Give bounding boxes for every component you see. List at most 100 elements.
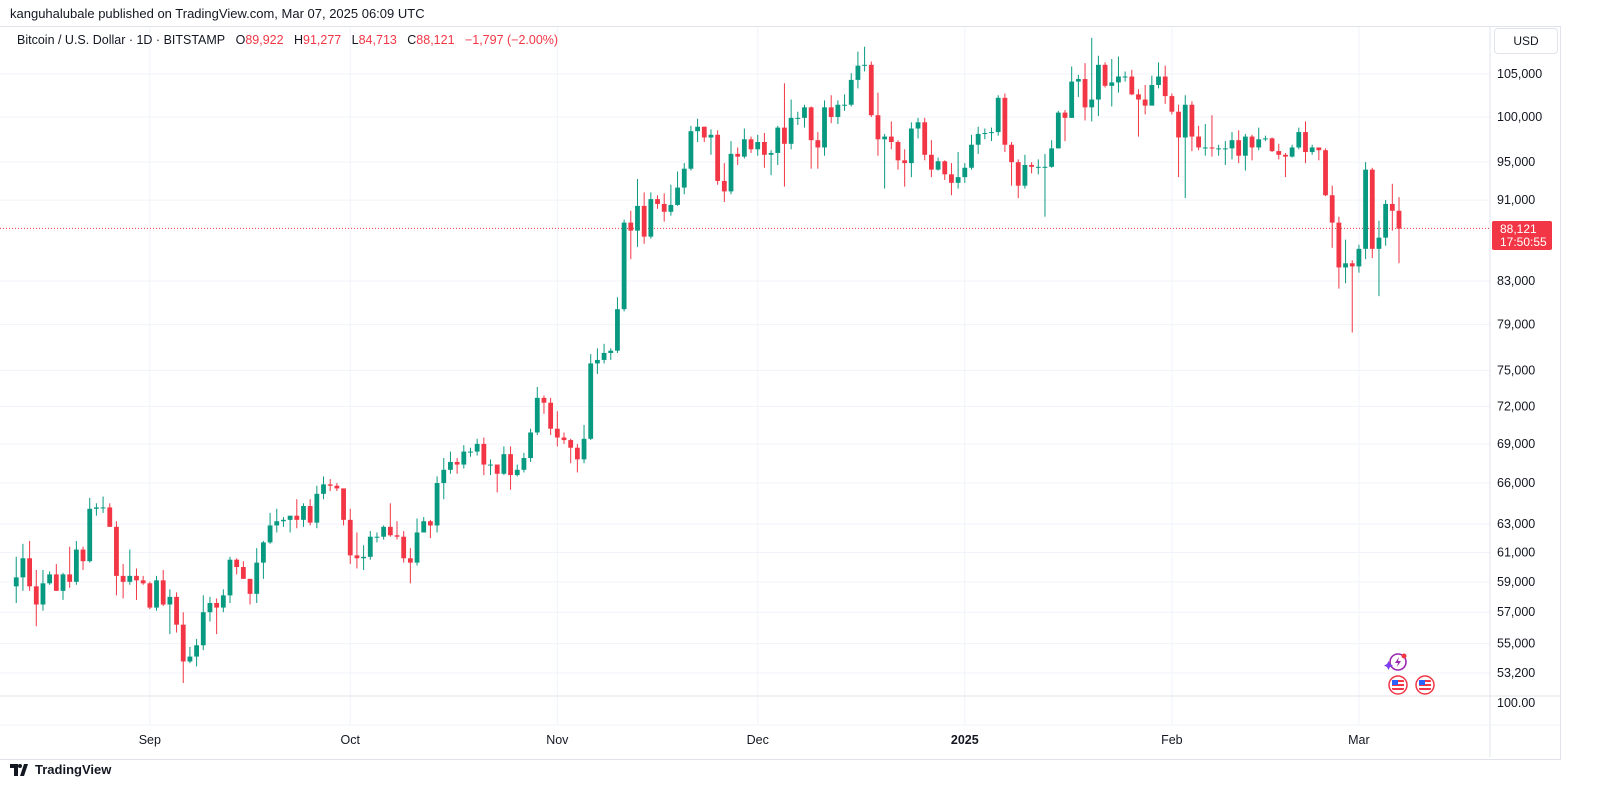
candle-body <box>835 104 841 117</box>
candle <box>1002 93 1008 153</box>
candle-body <box>461 451 467 465</box>
candle <box>621 219 627 312</box>
candle <box>595 348 600 374</box>
x-tick-label: Nov <box>546 733 569 747</box>
candle-body <box>848 79 854 105</box>
candle <box>895 140 901 170</box>
candle-body <box>27 558 32 587</box>
candle-body <box>541 397 547 403</box>
candle <box>1256 127 1262 151</box>
candle-body <box>728 153 734 192</box>
candle <box>47 571 53 585</box>
currency-button[interactable]: USD <box>1494 28 1558 54</box>
candle <box>267 512 273 544</box>
candle <box>1116 56 1121 93</box>
candle-body <box>94 507 99 509</box>
ideas-icon[interactable] <box>1384 653 1407 671</box>
candle <box>254 548 260 603</box>
y-tick-label: 79,000 <box>1497 318 1535 332</box>
candle-body <box>975 133 981 145</box>
candle-body <box>1316 147 1322 151</box>
candle <box>341 488 346 526</box>
candle-body <box>868 64 874 116</box>
candle-body <box>701 126 707 138</box>
candle <box>882 133 888 189</box>
price-axis: 105,000 100,000 95,000 91,000 83,000 79,000 75… <box>1497 67 1542 680</box>
ohlc-legend: Bitcoin / U.S. Dollar · 1D · BITSTAMP O8… <box>17 33 559 47</box>
tradingview-logo[interactable]: TradingView <box>10 762 111 777</box>
us-economic-event-icon[interactable] <box>1388 675 1408 695</box>
candle-body <box>1216 148 1222 150</box>
candle-body <box>327 484 333 486</box>
candle <box>1343 239 1348 284</box>
y-tick-label: 95,000 <box>1497 155 1535 169</box>
candle-body <box>200 612 206 646</box>
candle <box>501 446 507 476</box>
candle-body <box>1396 210 1402 229</box>
candle <box>1383 200 1389 246</box>
candle <box>327 479 333 492</box>
us-economic-event-icon[interactable] <box>1415 675 1435 695</box>
candles <box>13 37 1402 683</box>
candle-body <box>788 117 794 144</box>
candle-body <box>187 656 193 662</box>
candle-body <box>267 525 273 543</box>
candle <box>828 95 834 124</box>
candle-body <box>1363 169 1368 249</box>
candle-body <box>1229 140 1235 149</box>
candle <box>294 499 300 529</box>
candle <box>127 549 133 585</box>
secondary-pane-label: 100.00 <box>1497 696 1535 710</box>
candle <box>100 496 106 513</box>
candle <box>1356 244 1362 273</box>
candle <box>140 575 146 585</box>
candle <box>468 447 473 457</box>
candle-body <box>494 464 500 474</box>
candle <box>1323 148 1328 197</box>
change-value: −1,797 (−2.00%) <box>464 33 559 47</box>
candle-body <box>528 432 533 459</box>
candle <box>835 100 841 125</box>
candle-body <box>822 107 827 148</box>
candle-body <box>140 580 146 584</box>
candle-body <box>1189 104 1195 137</box>
candle-body <box>481 443 487 465</box>
candle <box>40 569 46 611</box>
candle-body <box>888 136 894 143</box>
candle <box>367 531 373 560</box>
candle-body <box>1055 112 1061 149</box>
candle-body <box>608 350 614 353</box>
candle-body <box>1142 99 1148 106</box>
published-info: kanguhalubale published on TradingView.c… <box>10 6 425 21</box>
candle-body <box>1376 237 1382 249</box>
candle-body <box>334 485 340 489</box>
candle-body <box>374 536 380 538</box>
candle-body <box>1002 97 1008 145</box>
candle <box>875 92 881 156</box>
candle-body <box>675 187 680 205</box>
candle <box>721 163 727 203</box>
candle-body <box>1082 79 1088 108</box>
candle <box>695 118 700 143</box>
symbol-title[interactable]: Bitcoin / U.S. Dollar · 1D · BITSTAMP <box>17 33 226 47</box>
candle <box>1289 144 1295 158</box>
candle <box>174 592 179 633</box>
candle-body <box>107 507 113 527</box>
candle-body <box>962 167 968 178</box>
candle <box>1109 59 1115 107</box>
candle <box>187 646 193 664</box>
candle <box>541 395 547 414</box>
candle <box>1229 132 1235 160</box>
candle <box>681 163 687 195</box>
candle-body <box>1035 166 1041 168</box>
candle-body <box>20 558 26 578</box>
candle <box>207 596 213 622</box>
candle <box>53 564 59 591</box>
candle-body <box>100 507 106 509</box>
candle-body <box>668 204 674 212</box>
candle <box>1022 154 1028 189</box>
candle-body <box>621 222 627 310</box>
candle-body <box>1156 76 1161 85</box>
candle-body <box>1389 203 1395 211</box>
